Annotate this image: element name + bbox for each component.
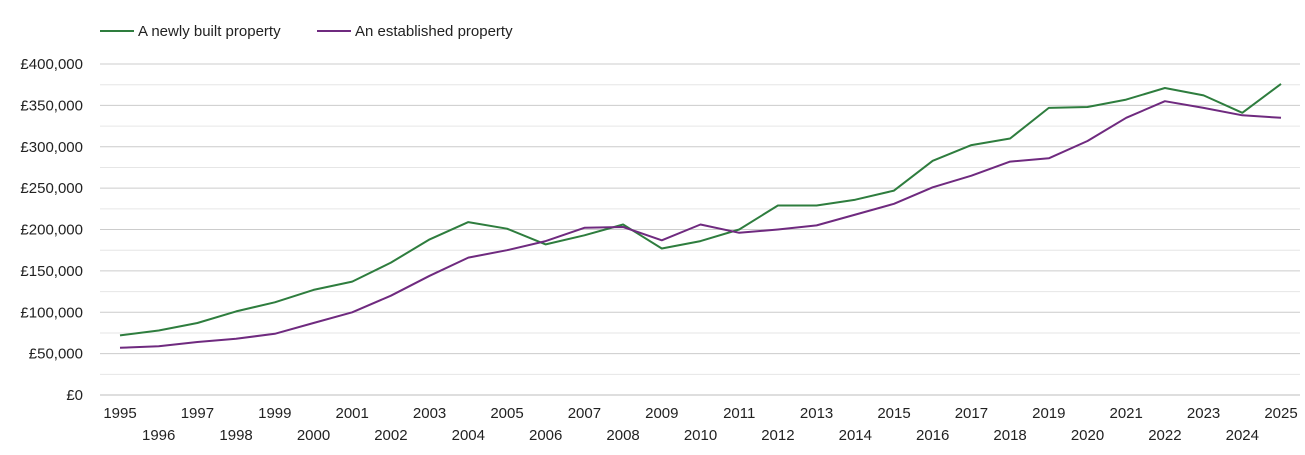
- x-tick-label: 2011: [723, 405, 755, 422]
- x-tick-label: 2020: [1071, 427, 1104, 444]
- x-tick-label: 2023: [1187, 405, 1220, 422]
- x-tick-label: 1995: [103, 405, 136, 422]
- series-lines: [119, 83, 1282, 349]
- x-tick-label: 2016: [916, 427, 949, 444]
- x-tick-label: 2001: [336, 405, 369, 422]
- legend-label-established: An established property: [355, 23, 513, 40]
- legend: A newly built property An established pr…: [100, 23, 513, 40]
- x-tick-label: 1999: [258, 405, 291, 422]
- gridlines: [100, 63, 1300, 396]
- y-tick-label: £300,000: [20, 139, 83, 156]
- x-tick-label: 1997: [181, 405, 214, 422]
- y-tick-label: £50,000: [29, 346, 83, 363]
- x-axis-tick-labels: 1995 1996 1997 1998 1999 2000 2001 2002 2003 2004…: [103, 405, 1297, 444]
- x-tick-label: 2018: [993, 427, 1026, 444]
- x-tick-label: 2021: [1110, 405, 1143, 422]
- x-tick-label: 2014: [839, 427, 872, 444]
- x-tick-label: 2025: [1264, 405, 1297, 422]
- y-tick-label: £0: [66, 387, 83, 404]
- y-tick-label: £100,000: [20, 304, 83, 321]
- y-tick-label: £150,000: [20, 263, 83, 280]
- y-axis-tick-labels: £0 £50,000 £100,000 £150,000 £200,000 £250,00…: [20, 56, 83, 404]
- x-tick-label: 2004: [452, 427, 485, 444]
- y-tick-label: £250,000: [20, 180, 83, 197]
- x-tick-label: 2006: [529, 427, 562, 444]
- x-tick-label: 2010: [684, 427, 717, 444]
- x-tick-label: 2019: [1032, 405, 1065, 422]
- x-tick-label: 2012: [761, 427, 794, 444]
- x-tick-label: 2024: [1226, 427, 1259, 444]
- series-line-newly-built: [119, 83, 1282, 337]
- x-tick-label: 2000: [297, 427, 330, 444]
- x-tick-label: 2003: [413, 405, 446, 422]
- x-tick-label: 1998: [219, 427, 252, 444]
- x-tick-label: 2008: [606, 427, 639, 444]
- x-tick-label: 2002: [374, 427, 407, 444]
- x-tick-label: 2015: [877, 405, 910, 422]
- x-tick-label: 2005: [490, 405, 523, 422]
- y-tick-label: £350,000: [20, 97, 83, 114]
- series-line-established: [119, 100, 1282, 349]
- x-tick-label: 2009: [645, 405, 678, 422]
- x-tick-label: 2017: [955, 405, 988, 422]
- x-tick-label: 2007: [568, 405, 601, 422]
- x-tick-label: 1996: [142, 427, 175, 444]
- legend-label-newly-built: A newly built property: [138, 23, 281, 40]
- x-tick-label: 2022: [1148, 427, 1181, 444]
- x-tick-label: 2013: [800, 405, 833, 422]
- y-tick-label: £400,000: [20, 56, 83, 73]
- y-tick-label: £200,000: [20, 222, 83, 239]
